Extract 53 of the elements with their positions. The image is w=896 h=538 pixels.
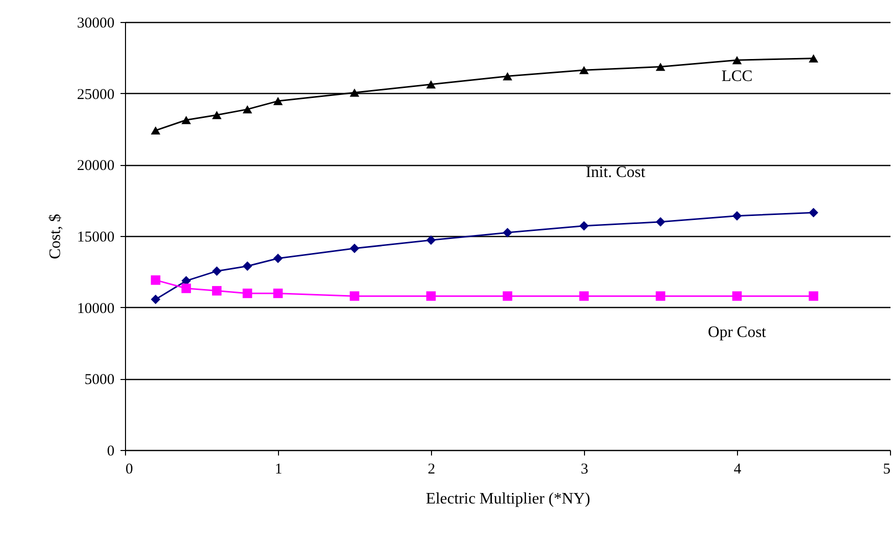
y-tick-label: 10000 <box>77 300 114 317</box>
point <box>212 266 222 276</box>
point <box>242 288 252 298</box>
y-tick-label: 15000 <box>77 230 114 246</box>
x-axis-title: Electric Multiplier (*NY) <box>426 490 590 508</box>
point <box>273 254 283 264</box>
point <box>579 221 589 231</box>
y-tick-label: 20000 <box>77 158 114 174</box>
point <box>181 284 191 294</box>
point <box>181 116 191 124</box>
point <box>579 291 589 301</box>
point <box>732 291 742 301</box>
point <box>212 286 222 296</box>
point <box>150 294 160 304</box>
point <box>242 105 252 114</box>
point <box>212 110 222 120</box>
y-tick-label: 0 <box>107 444 114 460</box>
x-tick-label: 5 <box>883 462 890 478</box>
y-tick-label: 5000 <box>84 372 114 388</box>
x-tick-label: 0 <box>126 462 133 478</box>
point <box>579 66 589 74</box>
point <box>150 275 160 285</box>
x-tick-label: 3 <box>580 462 588 478</box>
point <box>656 62 666 71</box>
point <box>426 80 436 88</box>
series-label: Opr Cost <box>708 324 767 342</box>
y-tick-label: 30000 <box>77 16 114 32</box>
point <box>656 217 666 227</box>
point <box>502 228 512 238</box>
point <box>350 88 360 97</box>
x-tick-label: 1 <box>274 462 282 478</box>
point <box>426 291 436 301</box>
y-tick-label: 25000 <box>77 86 114 103</box>
point <box>350 244 360 254</box>
point <box>808 54 818 62</box>
point <box>808 291 818 301</box>
point <box>502 72 512 80</box>
y-axis-title: Cost, $ <box>47 214 64 260</box>
point <box>732 56 742 64</box>
point <box>656 291 666 301</box>
point <box>732 211 742 221</box>
point <box>273 96 283 106</box>
text: Init. Cost <box>586 164 646 181</box>
point <box>150 126 160 135</box>
point <box>350 291 360 301</box>
x-tick-label: 2 <box>428 462 436 478</box>
point <box>273 288 283 298</box>
x-tick-label: 4 <box>734 462 742 478</box>
point <box>426 235 436 245</box>
point <box>242 261 252 271</box>
point <box>502 291 512 301</box>
series-label: LCC <box>721 68 753 86</box>
point <box>808 208 818 218</box>
